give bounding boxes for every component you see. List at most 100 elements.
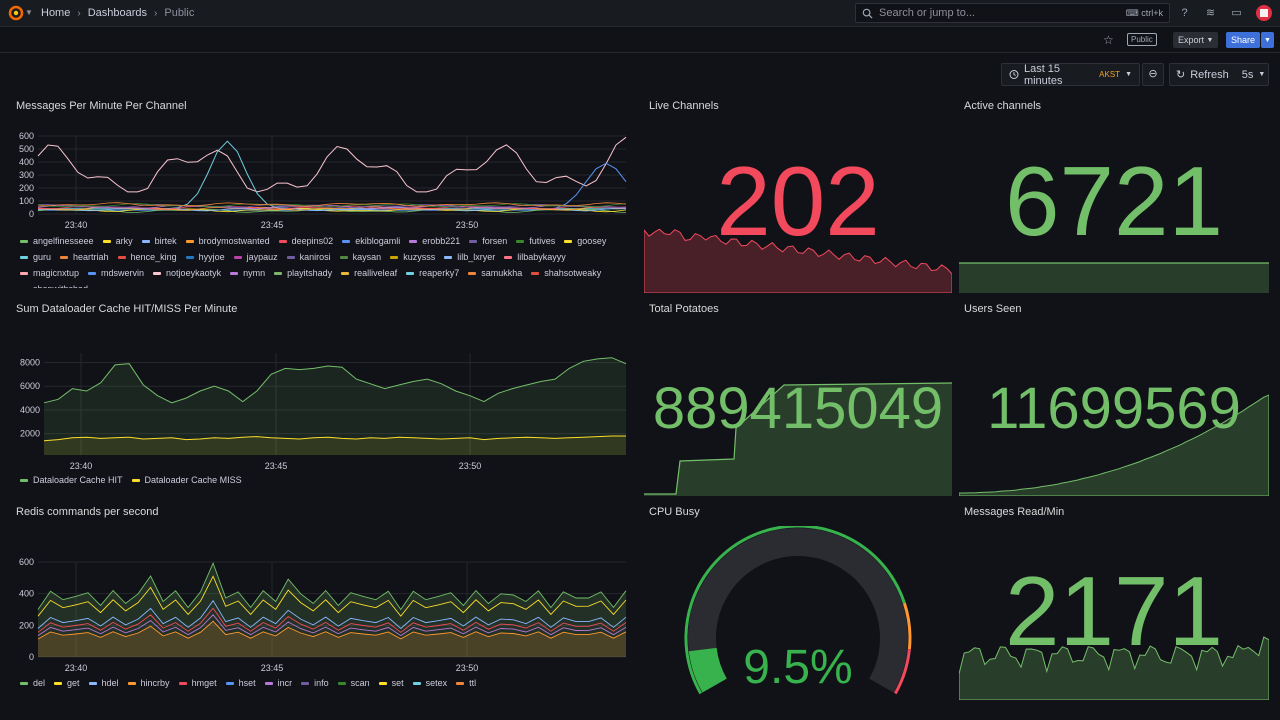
legend-item[interactable]: heartriah — [60, 252, 109, 262]
panel-title[interactable]: Active channels — [964, 100, 1042, 112]
panel-live-channels: Live Channels 202 — [644, 100, 952, 293]
y-tick-label: 6000 — [20, 381, 40, 391]
legend-item[interactable]: shahsotweaky — [531, 268, 601, 278]
legend-item[interactable]: lilbabykayyy — [504, 252, 566, 262]
legend-label: lilbabykayyy — [517, 252, 566, 262]
legend-item[interactable]: deepins02 — [278, 236, 334, 246]
legend-swatch — [444, 255, 453, 259]
panel-title[interactable]: Messages Per Minute Per Channel — [16, 100, 187, 112]
grafana-logo-icon[interactable] — [8, 5, 24, 21]
panel-title[interactable]: Total Potatoes — [649, 303, 719, 315]
panel-title[interactable]: CPU Busy — [649, 506, 700, 518]
series-line — [37, 620, 627, 640]
legend-item[interactable]: get — [54, 678, 80, 688]
series-hit — [43, 357, 627, 404]
legend-item[interactable]: erobb221 — [409, 236, 460, 246]
x-tick-label: 23:45 — [261, 663, 284, 673]
panel-title[interactable]: Live Channels — [649, 100, 719, 112]
export-button[interactable]: Export ▼ — [1173, 32, 1219, 48]
stat-value: 11699569 — [987, 376, 1241, 441]
chevron-down-icon[interactable]: ▼ — [25, 8, 33, 17]
chevron-down-icon: ▼ — [1264, 36, 1271, 44]
time-range-picker[interactable]: Last 15 minutes AKST ▼ — [1001, 62, 1140, 87]
legend-item[interactable]: scan — [337, 678, 370, 688]
legend-item[interactable]: ttl — [456, 678, 476, 688]
legend-label: info — [314, 678, 329, 688]
y-tick-label: 100 — [19, 196, 34, 206]
panel-cache-hit-miss: Sum Dataloader Cache HIT/MISS Per Minute… — [16, 303, 628, 493]
legend-label: kanirosi — [299, 252, 331, 262]
panel-title[interactable]: Messages Read/Min — [964, 506, 1065, 518]
redis-timeseries-chart[interactable]: 600 400 200 0 23:40 23:45 23:50 — [16, 542, 628, 676]
legend-item[interactable]: angelfinesseee — [20, 236, 94, 246]
legend-swatch — [468, 271, 477, 275]
share-button[interactable]: Share — [1226, 32, 1261, 48]
legend-item[interactable]: samukkha — [468, 268, 522, 278]
legend-item[interactable]: birtek — [141, 236, 177, 246]
refresh-icon: ↻ — [1176, 69, 1186, 81]
legend-item[interactable]: guru — [20, 252, 51, 262]
help-icon[interactable]: ? — [1181, 7, 1188, 19]
panel-title[interactable]: Redis commands per second — [16, 506, 159, 518]
legend-label: set — [391, 678, 404, 688]
legend-item[interactable]: reaperky7 — [406, 268, 459, 278]
legend-item[interactable]: lilb_lxryer — [444, 252, 495, 262]
legend-item[interactable]: jaypauz — [233, 252, 278, 262]
legend-item[interactable]: incr — [264, 678, 292, 688]
star-icon[interactable]: ☆ — [1103, 33, 1114, 47]
legend-item[interactable]: futives — [516, 236, 555, 246]
monitor-icon[interactable]: ▭ — [1231, 7, 1242, 19]
legend-label: deepins02 — [291, 236, 334, 246]
y-tick-label: 0 — [29, 652, 34, 662]
time-range-label: Last 15 minutes — [1023, 62, 1063, 87]
search-input[interactable]: Search or jump to... ⌨ ctrl+k — [855, 3, 1170, 23]
panel-title[interactable]: Users Seen — [964, 303, 1022, 315]
legend-item[interactable]: notjoeykaotyk — [153, 268, 221, 278]
legend-item[interactable]: ekiblogamli — [342, 236, 400, 246]
legend-item[interactable]: brodymostwanted — [185, 236, 270, 246]
breadcrumb-dashboards[interactable]: Dashboards — [87, 7, 148, 19]
legend-swatch — [286, 255, 295, 259]
share-label: Share — [1231, 35, 1256, 45]
cache-timeseries-chart[interactable]: 8000 6000 4000 2000 23:40 23:45 23:50 — [16, 337, 628, 471]
legend-item[interactable]: hincrby — [127, 678, 170, 688]
legend-item[interactable]: mdswervin — [88, 268, 144, 278]
breadcrumb-home[interactable]: Home — [41, 7, 71, 19]
legend-item[interactable]: magicnxtup — [20, 268, 79, 278]
legend-label: kuzysss — [403, 252, 436, 262]
legend-item[interactable]: hmget — [178, 678, 217, 688]
zoom-out-button[interactable]: ⊖ — [1142, 63, 1164, 86]
avatar[interactable] — [1256, 5, 1272, 21]
y-tick-label: 200 — [19, 183, 34, 193]
legend-item[interactable]: playitshady — [274, 268, 332, 278]
legend-label: guru — [33, 252, 52, 262]
y-tick-label: 600 — [19, 557, 34, 567]
messages-timeseries-chart[interactable]: 600 500 400 300 200 100 0 23:40 23:45 23:50 — [16, 126, 628, 234]
legend-item[interactable]: arky — [102, 236, 133, 246]
legend-item[interactable]: hence_king — [117, 252, 177, 262]
legend-item[interactable]: goosey — [564, 236, 606, 246]
legend-item[interactable]: info — [301, 678, 329, 688]
legend-item[interactable]: kaysan — [339, 252, 381, 262]
legend-item[interactable]: shopwithshad — [20, 284, 88, 288]
legend-item[interactable]: hset — [225, 678, 256, 688]
legend-item[interactable]: hdel — [88, 678, 119, 688]
rss-icon[interactable]: ≋ — [1205, 7, 1216, 19]
legend-swatch — [233, 255, 242, 259]
refresh-button[interactable]: ↻ Refresh 5s ▼ — [1169, 63, 1269, 86]
legend-item[interactable]: forsen — [469, 236, 507, 246]
y-tick-label: 400 — [19, 589, 34, 599]
panel-title[interactable]: Sum Dataloader Cache HIT/MISS Per Minute — [16, 303, 238, 315]
legend-item[interactable]: nymn — [230, 268, 265, 278]
x-tick-label: 23:40 — [65, 663, 88, 673]
legend-item[interactable]: del — [20, 678, 45, 688]
legend-item[interactable]: kuzysss — [390, 252, 435, 262]
legend-item[interactable]: Dataloader Cache HIT — [20, 475, 123, 485]
share-dropdown-button[interactable]: ▼ — [1261, 32, 1274, 48]
legend-item[interactable]: Dataloader Cache MISS — [131, 475, 242, 485]
legend-item[interactable]: set — [378, 678, 404, 688]
legend-item[interactable]: setex — [412, 678, 447, 688]
legend-item[interactable]: hyyjoe — [185, 252, 225, 262]
legend-item[interactable]: realliveleaf — [341, 268, 397, 278]
legend-item[interactable]: kanirosi — [286, 252, 331, 262]
